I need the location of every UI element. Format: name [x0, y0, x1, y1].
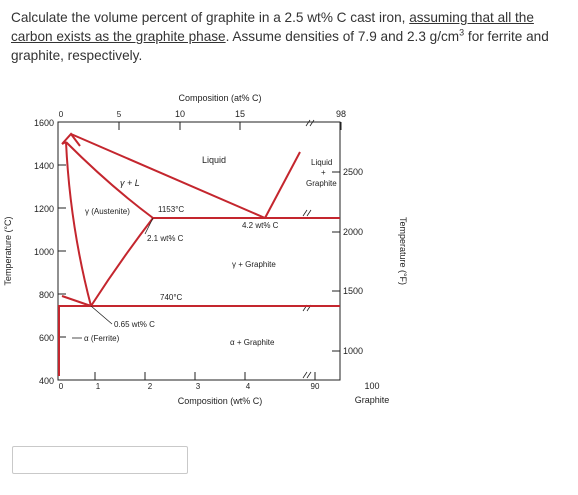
top-tick-5: 5: [117, 110, 122, 119]
left-tick-400: 400: [39, 376, 54, 386]
question-part3: for ferrite and graphite, respectively.: [11, 29, 549, 63]
label-gamma-plus-liquid: γ + L: [120, 178, 140, 188]
question-assumption: assuming that all the carbon exists as t…: [11, 10, 534, 44]
right-axis-ticks: [332, 171, 340, 352]
left-tick-600: 600: [39, 333, 54, 343]
label-alpha-graphite: α + Graphite: [230, 338, 275, 347]
bottom-axis-ticks: [57, 372, 316, 380]
left-tick-1000: 1000: [34, 247, 54, 257]
top-tick-10: 10: [175, 109, 185, 119]
left-axis-ticks: [58, 121, 66, 338]
top-tick-15: 15: [235, 109, 245, 119]
label-eutectic-comp: 4.2 wt% C: [242, 221, 279, 230]
label-eutectoid-comp: 0.65 wt% C: [114, 320, 155, 329]
left-axis-title: Temperature (°C): [3, 216, 13, 285]
label-gamma-graphite: γ + Graphite: [232, 260, 276, 269]
right-tick-2000: 2000: [343, 227, 363, 237]
bottom-tick-100: 100: [364, 381, 379, 391]
label-liquid-graphite-2: +: [321, 168, 326, 177]
label-eutectoid-temp: 740°C: [160, 293, 183, 302]
phase-boundaries: [58, 132, 340, 376]
label-eutectic-temp: 1153°C: [158, 205, 184, 214]
label-austenite: γ (Austenite): [85, 207, 130, 216]
right-tick-2500: 2500: [343, 167, 363, 177]
bottom-tick-0: 0: [59, 382, 64, 391]
left-tick-1400: 1400: [34, 161, 54, 171]
top-tick-98: 98: [336, 109, 346, 119]
axis-break-marks: [302, 119, 315, 379]
right-axis-title: Temperature (°F): [398, 217, 408, 285]
bottom-end-label: Graphite: [355, 395, 390, 405]
top-tick-0: 0: [59, 110, 64, 119]
label-ferrite: α (Ferrite): [84, 334, 120, 343]
right-tick-1000: 1000: [343, 346, 363, 356]
leader-lines: [72, 217, 154, 339]
bottom-axis-title: Composition (wt% C): [178, 396, 263, 406]
label-gamma-max: 2.1 wt% C: [147, 234, 184, 243]
question-part2: . Assume densities of 7.9 and 2.3 g/cm: [225, 29, 460, 44]
answer-input[interactable]: [12, 446, 188, 474]
bottom-tick-90: 90: [311, 382, 320, 391]
bottom-tick-3: 3: [196, 382, 201, 391]
left-tick-800: 800: [39, 290, 54, 300]
label-liquid-graphite-1: Liquid: [311, 158, 332, 167]
label-liquid-graphite-3: Graphite: [306, 179, 337, 188]
left-tick-1600: 1600: [34, 118, 54, 128]
fe-c-phase-diagram: Composition (at% C) 0 5 10 15 98 1600 14…: [3, 93, 408, 406]
bottom-tick-2: 2: [148, 382, 153, 391]
bottom-tick-4: 4: [246, 382, 251, 391]
bottom-tick-1: 1: [96, 382, 101, 391]
question-text: Calculate the volume percent of graphite…: [11, 8, 573, 65]
right-tick-1500: 1500: [343, 286, 363, 296]
label-liquid: Liquid: [202, 155, 226, 165]
question-part1: Calculate the volume percent of graphite…: [11, 10, 410, 25]
question-sup: 3: [459, 27, 465, 38]
top-axis-ticks: [57, 122, 342, 130]
left-tick-1200: 1200: [34, 204, 54, 214]
top-axis-title: Composition (at% C): [178, 93, 261, 103]
